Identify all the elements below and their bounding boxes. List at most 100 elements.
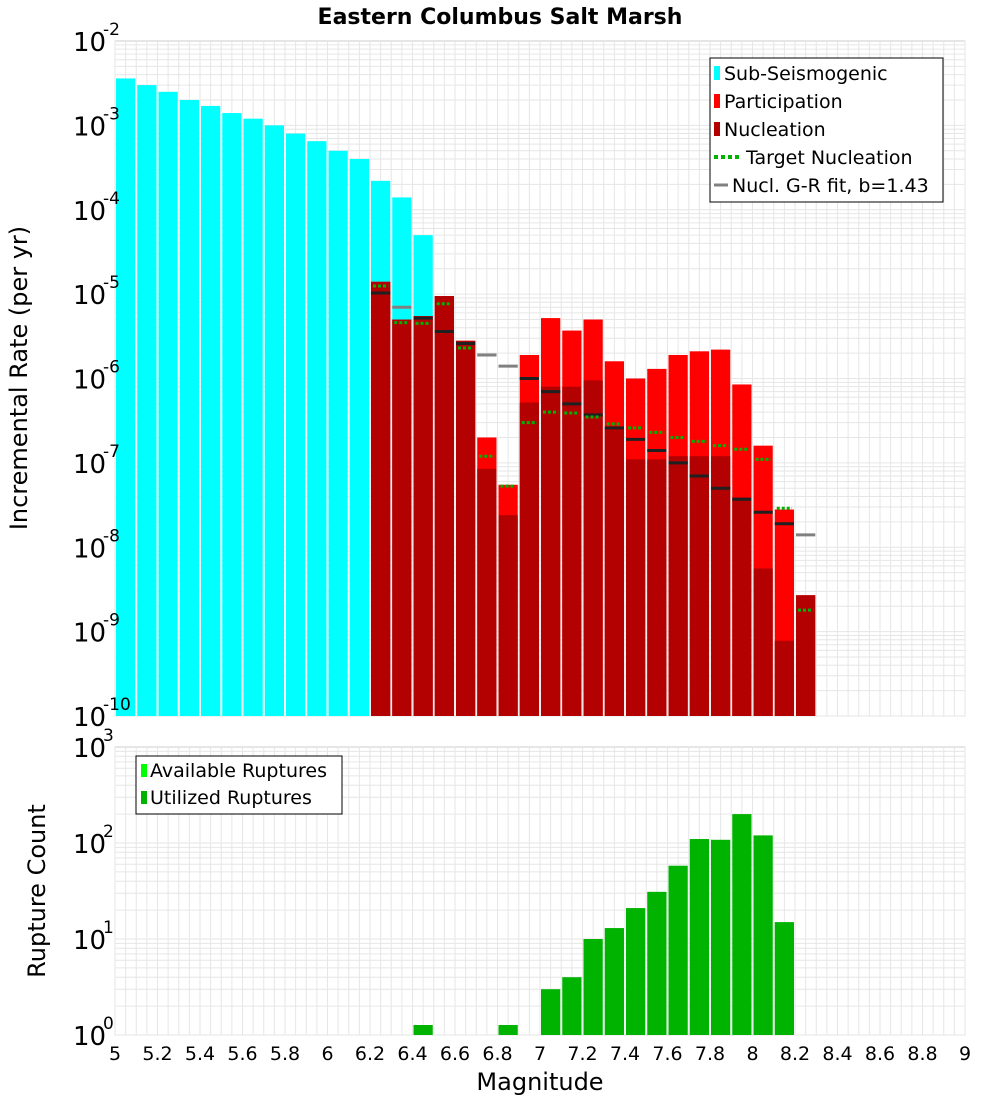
top-legend: Sub-Seismogenic Participation Nucleation… xyxy=(709,57,944,203)
nucleation-bar xyxy=(732,497,752,716)
utilized-ruptures-bar xyxy=(711,839,731,1035)
bottom-y-tick-exponent: 2 xyxy=(103,822,114,842)
utilized-ruptures-bar xyxy=(668,865,688,1035)
bottom-legend: Available Ruptures Utilized Ruptures xyxy=(135,755,343,815)
top-markers xyxy=(371,284,816,612)
nucleation-bar xyxy=(477,468,497,716)
top-y-tick-exponent: -2 xyxy=(103,20,120,40)
bottom-y-axis-label: Rupture Count xyxy=(23,804,51,978)
top-y-tick-exponent: -3 xyxy=(103,104,120,124)
utilized-ruptures-bar xyxy=(689,839,709,1035)
legend-swatch-nucleation xyxy=(714,122,720,136)
nucleation-bar xyxy=(583,380,603,716)
bottom-y-tick-label: 10 xyxy=(73,926,106,956)
sub-seismogenic-bar xyxy=(116,78,136,717)
utilized-ruptures-bar xyxy=(647,891,667,1035)
nucleation-bar xyxy=(796,595,816,716)
top-y-tick-exponent: -4 xyxy=(103,189,120,209)
nucleation-bar xyxy=(498,515,518,716)
nucleation-bar xyxy=(753,568,773,716)
legend-label-sub-seismogenic: Sub-Seismogenic xyxy=(724,63,888,85)
chart-title: Eastern Columbus Salt Marsh xyxy=(318,5,683,30)
sub-seismogenic-bar xyxy=(328,150,348,716)
x-tick-label: 5 xyxy=(109,1043,121,1065)
x-tick-label: 7 xyxy=(534,1043,546,1065)
top-y-tick-exponent: -9 xyxy=(103,611,120,631)
bottom-y-tick-exponent: 0 xyxy=(103,1014,114,1034)
x-tick-label: 6 xyxy=(321,1043,333,1065)
nucleation-bar xyxy=(668,456,688,716)
top-y-tick-exponent: -5 xyxy=(103,273,120,293)
utilized-ruptures-bar xyxy=(753,835,773,1035)
legend-label-nucleation: Nucleation xyxy=(724,119,826,141)
x-tick-label: 6.6 xyxy=(440,1043,470,1065)
legend-label-target-nucleation: Target Nucleation xyxy=(745,147,913,169)
nucleation-bar xyxy=(456,340,476,716)
utilized-ruptures-bar xyxy=(604,928,624,1035)
utilized-ruptures-bar xyxy=(562,977,582,1035)
utilized-ruptures-bar xyxy=(732,814,752,1035)
x-tick-label: 6.2 xyxy=(355,1043,385,1065)
x-tick-label: 7.4 xyxy=(610,1043,640,1065)
legend-label-available: Available Ruptures xyxy=(150,760,327,782)
x-axis-label: Magnitude xyxy=(476,1068,603,1096)
sub-seismogenic-bar xyxy=(264,125,284,716)
x-tick-labels: 5 5.2 5.4 5.6 5.8 6 6.2 6.4 6.6 6.8 7 7.2 7.4 7.6 7.8 8… xyxy=(109,1043,971,1065)
bottom-y-tick-exponent: 1 xyxy=(103,918,114,938)
utilized-ruptures-bar xyxy=(413,1025,433,1035)
top-y-axis-label: Incremental Rate (per yr) xyxy=(5,226,33,530)
x-tick-label: 7.8 xyxy=(695,1043,725,1065)
nucleation-bar xyxy=(519,402,539,716)
utilized-ruptures-bar xyxy=(626,908,646,1035)
bottom-bars xyxy=(413,814,794,1035)
x-tick-label: 5.4 xyxy=(185,1043,215,1065)
legend-label-utilized: Utilized Ruptures xyxy=(150,787,312,809)
x-tick-label: 6.4 xyxy=(397,1043,427,1065)
sub-seismogenic-bar xyxy=(201,105,221,717)
top-y-tick-exponent: -6 xyxy=(103,358,120,378)
nucleation-bar xyxy=(604,427,624,716)
top-y-tick-label: 10 xyxy=(73,366,106,396)
nucleation-bar xyxy=(774,640,794,716)
nucleation-bar xyxy=(371,281,391,716)
top-y-tick-exponent: -7 xyxy=(103,442,120,462)
x-tick-label: 5.8 xyxy=(270,1043,300,1065)
top-y-tick-label: 10 xyxy=(73,197,106,227)
sub-seismogenic-bar xyxy=(307,141,327,717)
nucleation-bar xyxy=(541,386,561,716)
nucleation-bar xyxy=(562,386,582,716)
sub-seismogenic-bar xyxy=(243,118,263,716)
x-tick-label: 8 xyxy=(746,1043,758,1065)
top-y-tick-label: 10 xyxy=(73,703,106,733)
sub-seismogenic-bar xyxy=(179,99,199,717)
sub-seismogenic-bar xyxy=(349,158,369,717)
top-y-tick-label: 10 xyxy=(73,112,106,142)
x-tick-label: 7.6 xyxy=(652,1043,682,1065)
x-tick-label: 5.2 xyxy=(142,1043,172,1065)
x-tick-label: 6.8 xyxy=(482,1043,512,1065)
nucleation-bar xyxy=(711,456,731,716)
nucleation-bar xyxy=(647,459,667,716)
legend-label-participation: Participation xyxy=(724,91,843,113)
top-y-ticks: 10-210-310-410-510-610-710-810-910-10 xyxy=(73,20,131,733)
nucleation-bar xyxy=(392,319,412,716)
bottom-y-tick-label: 10 xyxy=(73,830,106,860)
sub-seismogenic-bar xyxy=(137,85,157,716)
sub-seismogenic-bar xyxy=(286,133,306,717)
x-tick-label: 8.2 xyxy=(780,1043,810,1065)
bottom-y-tick-exponent: 3 xyxy=(103,726,114,746)
nucleation-bar xyxy=(689,456,709,716)
utilized-ruptures-bar xyxy=(498,1025,518,1035)
bottom-y-tick-label: 10 xyxy=(73,734,106,764)
top-y-tick-exponent: -10 xyxy=(103,695,131,715)
x-tick-label: 7.2 xyxy=(567,1043,597,1065)
legend-swatch-participation xyxy=(714,94,720,108)
top-legend-box xyxy=(709,57,944,203)
incremental-rate-panel: 10-210-310-410-510-610-710-810-910-10 In… xyxy=(5,20,966,733)
top-y-tick-label: 10 xyxy=(73,28,106,58)
x-tick-label: 8.6 xyxy=(865,1043,895,1065)
bottom-legend-box xyxy=(135,755,343,815)
utilized-ruptures-bar xyxy=(583,939,603,1035)
